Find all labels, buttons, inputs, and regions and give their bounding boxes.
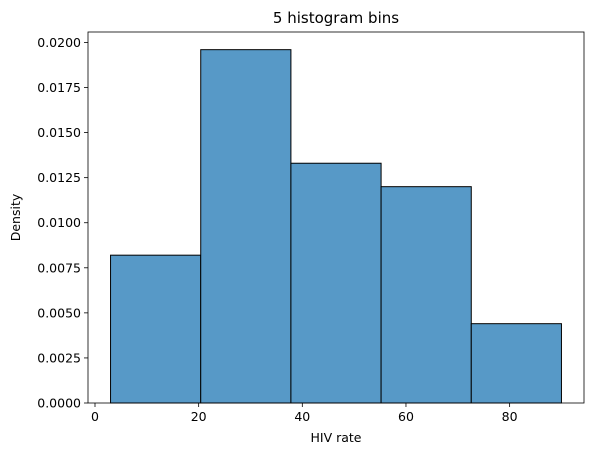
x-tick-label: 40 (294, 409, 310, 424)
x-tick-label: 60 (398, 409, 414, 424)
y-tick-label: 0.0050 (37, 305, 81, 320)
x-axis-ticks: 0 20 40 60 80 (91, 403, 518, 424)
x-axis-label: HIV rate (310, 430, 361, 445)
y-tick-label: 0.0175 (37, 80, 81, 95)
y-axis-label: Density (8, 193, 23, 241)
x-tick-label: 0 (91, 409, 99, 424)
y-tick-label: 0.0125 (37, 170, 81, 185)
y-tick-label: 0.0025 (37, 350, 81, 365)
y-axis-ticks: 0.0000 0.0025 0.0050 0.0075 0.0100 0.0125 0.01… (37, 35, 88, 411)
y-tick-label: 0.0200 (37, 35, 81, 50)
histogram-bar-3 (290, 162, 382, 404)
y-tick-label: 0.0000 (37, 396, 81, 411)
histogram-bar-1 (110, 254, 202, 404)
histogram-bar-4 (380, 186, 472, 404)
y-tick-label: 0.0075 (37, 260, 81, 275)
bars-layer (110, 49, 562, 404)
histogram-bar-2 (200, 49, 292, 404)
chart-title: 5 histogram bins (273, 9, 399, 27)
plot-frame (87, 31, 585, 404)
y-tick-label: 0.0150 (37, 125, 81, 140)
x-tick-label: 80 (502, 409, 518, 424)
y-tick-label: 0.0100 (37, 215, 81, 230)
histogram-bar-5 (470, 323, 562, 404)
x-tick-label: 20 (191, 409, 207, 424)
